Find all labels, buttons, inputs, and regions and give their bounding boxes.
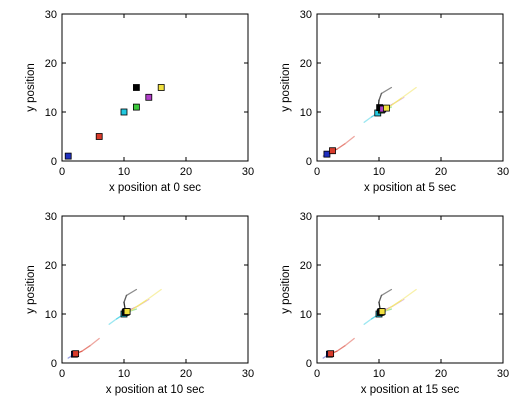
trajectory-segment [129, 308, 138, 312]
x-axis-label: x position at 10 sec [106, 384, 205, 396]
y-tick-label: 0 [306, 156, 312, 168]
trajectory-segment [385, 299, 402, 311]
axes-frame [61, 215, 249, 364]
trajectory-segment [380, 288, 393, 297]
x-tick-label: 20 [180, 368, 192, 380]
x-tick-label: 10 [118, 368, 130, 380]
x-axis-label: x position at 0 sec [109, 182, 201, 194]
trajectory-segment [388, 97, 402, 108]
trajectory-segment [380, 86, 393, 95]
x-tick-label: 10 [118, 166, 130, 178]
x-tick-label: 20 [435, 166, 447, 178]
trajectory-segment [344, 135, 355, 145]
particle-marker [383, 104, 390, 112]
y-tick-label: 20 [300, 58, 312, 70]
axes-frame [316, 215, 504, 364]
y-axis-label: y position [25, 63, 37, 112]
particle-marker [132, 103, 140, 111]
y-tick-label: 10 [45, 309, 57, 321]
subplot-2: 0 10 20 30 0 10 20 30 x position at 5 sec y posit… [280, 9, 509, 194]
trajectory-segment [344, 337, 355, 347]
subplot-3: 0 10 20 30 0 10 20 30 x position at 10 sec y posi… [25, 211, 254, 396]
x-tick-label: 10 [373, 368, 385, 380]
trajectory-segment [130, 299, 147, 311]
x-tick-label: 30 [497, 368, 509, 380]
trajectory-segment [400, 86, 417, 99]
particle-marker [120, 108, 128, 116]
trajectory-segment [378, 294, 383, 303]
y-tick-label: 20 [45, 58, 57, 70]
trajectory-segment [145, 288, 162, 301]
trajectory-segment [378, 92, 383, 101]
x-tick-label: 0 [314, 166, 320, 178]
y-axis-label: y position [280, 63, 292, 112]
trajectory-segment [89, 337, 100, 347]
x-tick-label: 20 [435, 368, 447, 380]
y-tick-label: 30 [45, 211, 57, 223]
subplot-4: 0 10 20 30 0 10 20 30 x position at 15 sec y posi… [280, 211, 509, 396]
trajectory-segment [123, 294, 128, 303]
x-tick-label: 0 [59, 166, 65, 178]
trajectory-segment [363, 116, 373, 123]
particle-marker [329, 147, 336, 155]
trajectory-segment [400, 288, 417, 301]
y-tick-label: 10 [300, 107, 312, 119]
y-tick-label: 30 [300, 211, 312, 223]
particle-marker [378, 308, 386, 315]
x-tick-label: 0 [59, 368, 65, 380]
particle-marker [323, 150, 331, 158]
y-axis-label: y position [280, 265, 292, 314]
particle-marker [64, 152, 72, 160]
trajectory-segment [363, 318, 373, 325]
x-tick-label: 0 [314, 368, 320, 380]
axes-frame [61, 13, 249, 162]
trajectory-segment [81, 345, 91, 352]
trajectory-segment [384, 308, 393, 312]
y-tick-label: 0 [306, 358, 312, 370]
y-axis-label: y position [25, 265, 37, 314]
axes-frame [316, 13, 504, 162]
particle-marker [72, 350, 80, 358]
particle-marker [132, 84, 140, 91]
y-tick-label: 10 [300, 309, 312, 321]
y-tick-label: 20 [300, 260, 312, 272]
y-tick-label: 30 [300, 9, 312, 21]
trajectory-segment [108, 318, 118, 325]
y-tick-label: 0 [51, 358, 57, 370]
particle-marker [327, 350, 335, 358]
subplot-1: 0 10 20 30 0 10 20 30 x position at 0 sec y posit… [25, 9, 254, 194]
y-tick-label: 20 [45, 260, 57, 272]
particle-marker [95, 133, 103, 140]
x-axis-label: x position at 15 sec [361, 384, 460, 396]
x-axis-label: x position at 5 sec [364, 182, 456, 194]
trajectory-segment [336, 345, 346, 352]
trajectory-segment [336, 143, 346, 150]
x-tick-label: 30 [497, 166, 509, 178]
x-tick-label: 30 [242, 166, 254, 178]
y-tick-label: 10 [45, 107, 57, 119]
particle-marker [123, 308, 131, 315]
particle-marker [157, 84, 165, 91]
particle-marker [145, 93, 153, 101]
y-tick-label: 30 [45, 9, 57, 21]
x-tick-label: 20 [180, 166, 192, 178]
trajectory-segment [125, 288, 138, 297]
x-tick-label: 10 [373, 166, 385, 178]
y-tick-label: 0 [51, 156, 57, 168]
x-tick-label: 30 [242, 368, 254, 380]
